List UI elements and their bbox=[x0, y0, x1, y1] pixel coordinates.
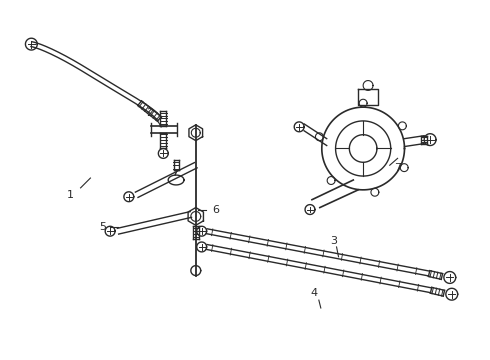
Text: 5: 5 bbox=[99, 222, 106, 232]
Text: 6: 6 bbox=[212, 204, 219, 215]
Text: 7: 7 bbox=[394, 163, 401, 173]
Text: 1: 1 bbox=[67, 190, 74, 200]
Text: 3: 3 bbox=[330, 236, 337, 246]
Text: 2: 2 bbox=[146, 108, 153, 118]
Text: 4: 4 bbox=[310, 288, 318, 298]
